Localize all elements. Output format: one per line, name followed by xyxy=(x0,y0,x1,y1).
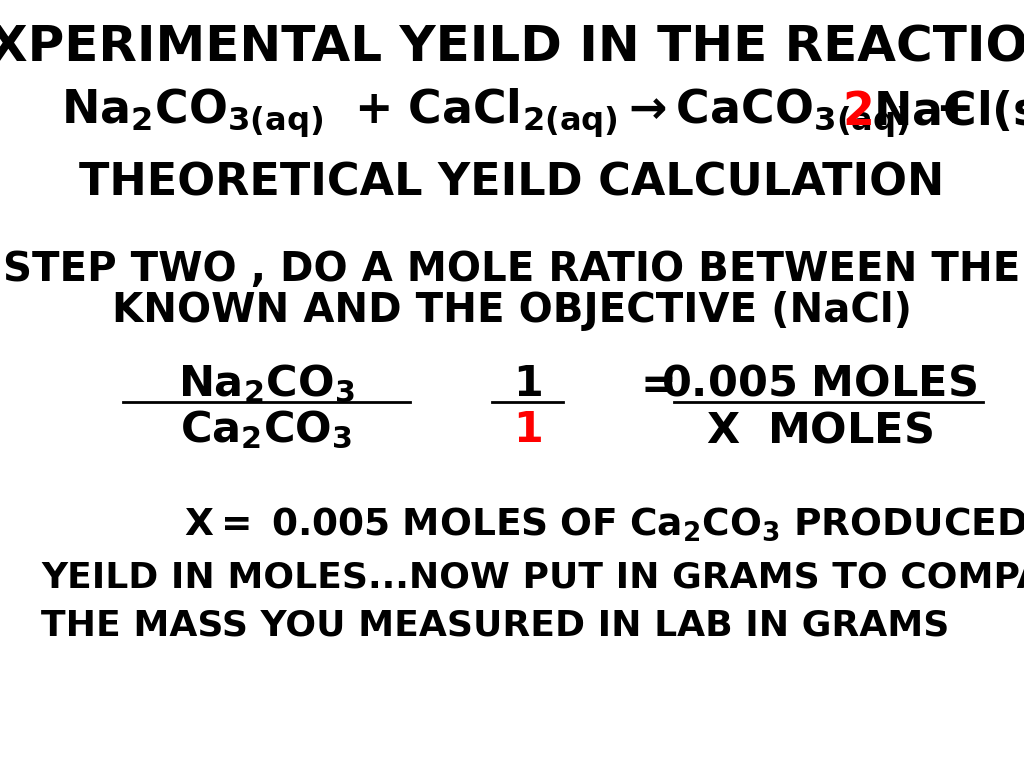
Text: THE MASS YOU MEASURED IN LAB IN GRAMS: THE MASS YOU MEASURED IN LAB IN GRAMS xyxy=(41,609,949,643)
Text: $\mathbf{X \ \ MOLES}$: $\mathbf{X \ \ MOLES}$ xyxy=(706,409,933,451)
Text: STEP TWO , DO A MOLE RATIO BETWEEN THE: STEP TWO , DO A MOLE RATIO BETWEEN THE xyxy=(3,250,1021,290)
Text: $\mathbf{Ca_2CO_3}$: $\mathbf{Ca_2CO_3}$ xyxy=(180,409,352,451)
Text: YEILD IN MOLES...NOW PUT IN GRAMS TO COMPARE TO: YEILD IN MOLES...NOW PUT IN GRAMS TO COM… xyxy=(41,561,1024,594)
Text: $\mathbf{0.005 \ MOLES}$: $\mathbf{0.005 \ MOLES}$ xyxy=(662,363,977,405)
Text: $\mathbf{Na_2CO_3}$: $\mathbf{Na_2CO_3}$ xyxy=(178,363,354,405)
Text: KNOWN AND THE OBJECTIVE (NaCl): KNOWN AND THE OBJECTIVE (NaCl) xyxy=(112,291,912,331)
Text: THEORETICAL YEILD CALCULATION: THEORETICAL YEILD CALCULATION xyxy=(80,161,944,204)
FancyBboxPatch shape xyxy=(0,220,1024,768)
Text: $\mathbf{Na_2CO_{3(aq)}}$  $\mathbf{+ \ CaCl_{2(aq)} \rightarrow CaCO_{3(aq)} \ : $\mathbf{Na_2CO_{3(aq)}}$ $\mathbf{+ \ C… xyxy=(61,86,971,140)
FancyBboxPatch shape xyxy=(0,0,1024,246)
Text: $\mathbf{1}$: $\mathbf{1}$ xyxy=(513,409,542,451)
Text: $\mathbf{NaCl(s)}$: $\mathbf{NaCl(s)}$ xyxy=(873,91,1024,135)
Text: $\mathbf{=}$: $\mathbf{=}$ xyxy=(633,363,674,405)
Text: EXPERIMENTAL YEILD IN THE REACTION: EXPERIMENTAL YEILD IN THE REACTION xyxy=(0,24,1024,71)
Text: $\mathbf{X= \ 0.005 \ MOLES \ OF \ Ca_2CO_3 \ PRODUCED}$: $\mathbf{X= \ 0.005 \ MOLES \ OF \ Ca_2C… xyxy=(184,505,1024,542)
Text: $\mathbf{1}$: $\mathbf{1}$ xyxy=(513,363,542,405)
Text: $\mathbf{2}$: $\mathbf{2}$ xyxy=(842,91,871,135)
